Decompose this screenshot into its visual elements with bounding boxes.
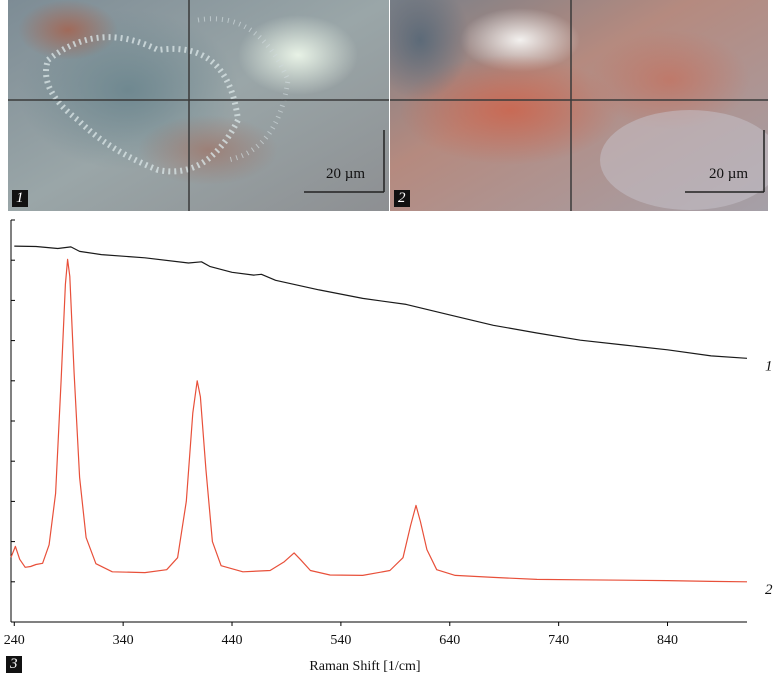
x-tick-label: 840 [657, 633, 678, 648]
micrograph-1-image [8, 0, 389, 211]
panel-badge-3: 3 [6, 656, 22, 673]
series-labels: 12 [765, 358, 773, 598]
x-tick-label: 440 [222, 633, 243, 648]
x-axis-title: Raman Shift [1/cm] [309, 659, 420, 674]
x-tick-label: 340 [113, 633, 134, 648]
x-tick-label: 240 [4, 633, 25, 648]
panel-badge-1: 1 [12, 190, 28, 207]
panel-badge-2: 2 [394, 190, 410, 207]
scale-bar-label-1: 20 µm [326, 166, 366, 182]
raman-spectrum-chart: 240 340 440 540 640 740 840 12 Raman Shift [1/… [4, 219, 773, 674]
x-tick-label: 540 [330, 633, 351, 648]
spectrum-line-1 [14, 245, 748, 359]
micrograph-2: 20 µm 2 [390, 0, 768, 211]
series-label-1: 1 [765, 358, 773, 374]
y-axis-ticks [11, 219, 15, 623]
scale-bar-label-2: 20 µm [709, 166, 749, 182]
series-layer [10, 245, 748, 583]
micrograph-2-image [390, 0, 768, 211]
x-tick-label: 640 [439, 633, 460, 648]
x-tick-label: 740 [548, 633, 569, 648]
micrograph-1: 20 µm 1 [8, 0, 389, 211]
spectrum-line-2 [10, 258, 748, 583]
series-label-2: 2 [765, 582, 773, 598]
x-axis-ticks: 240 340 440 540 640 740 840 [4, 622, 678, 648]
